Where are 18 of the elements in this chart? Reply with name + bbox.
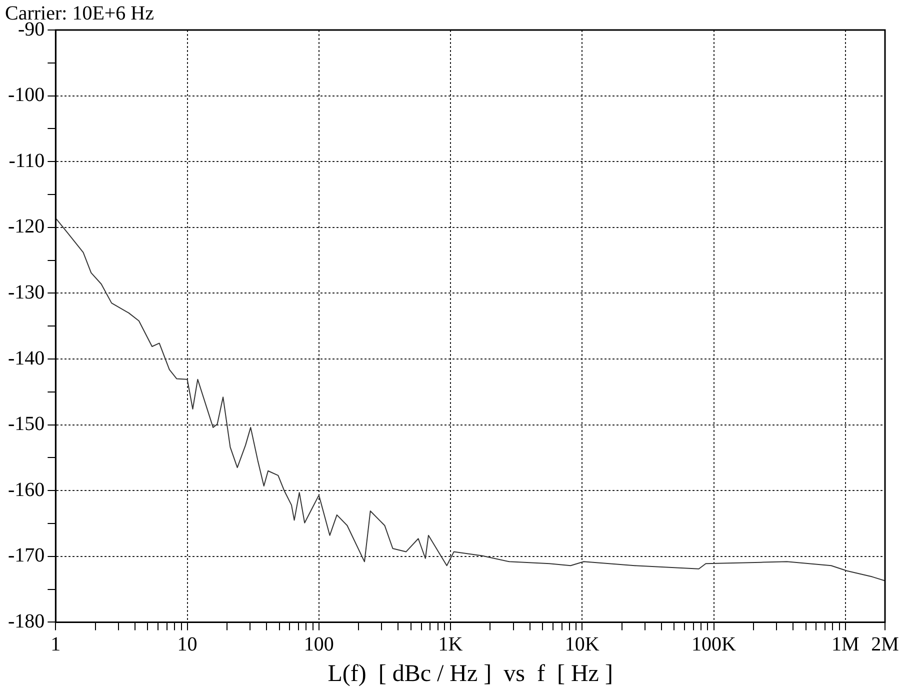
y-tick-label: -120 — [8, 216, 45, 238]
y-tick-label: -100 — [8, 84, 45, 106]
y-tick-label: -160 — [8, 478, 45, 501]
x-tick-label: 1 — [50, 633, 61, 656]
y-tick-label: -110 — [8, 150, 45, 172]
y-tick-label: -150 — [8, 413, 45, 436]
x-tick-label: 1M — [831, 633, 860, 656]
y-tick-label: -130 — [8, 281, 45, 304]
x-tick-label: 10K — [564, 633, 600, 656]
y-tick-label: -170 — [8, 544, 45, 567]
x-axis-title: L(f) [ dBc / Hz ] vs f [ Hz ] — [328, 660, 613, 687]
y-tick-label: -180 — [8, 610, 45, 632]
x-tick-label: 10 — [177, 633, 198, 656]
x-tick-label: 1K — [438, 633, 464, 656]
y-tick-label: -140 — [8, 347, 45, 370]
x-tick-label: 100 — [304, 633, 334, 656]
x-tick-label: 100K — [692, 633, 737, 656]
x-tick-label: 2M — [871, 633, 900, 656]
